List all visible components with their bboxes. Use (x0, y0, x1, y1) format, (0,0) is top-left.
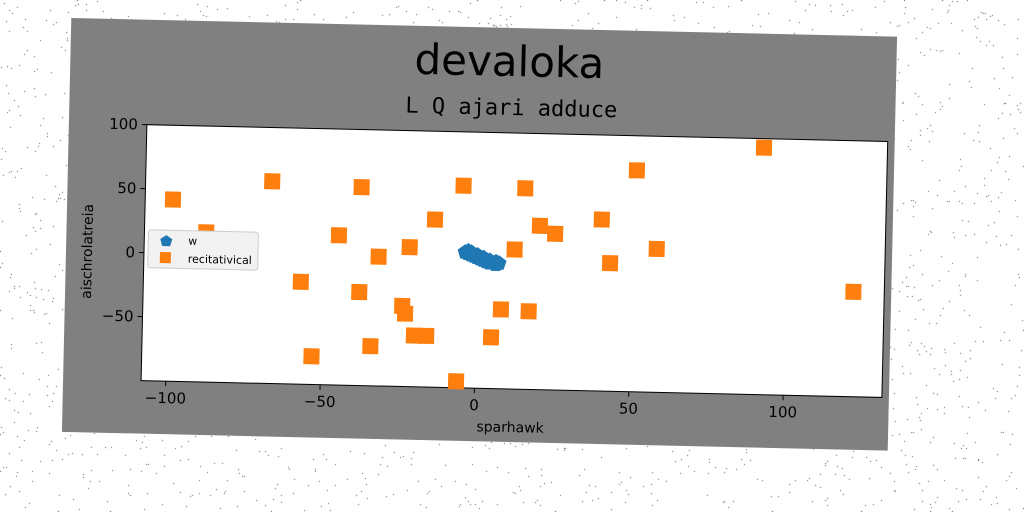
data-point-recitativical (593, 211, 610, 228)
data-point-recitativical (648, 240, 665, 258)
data-point-recitativical (492, 301, 510, 318)
data-point-recitativical (405, 327, 423, 344)
axis-ticks: −100 −50 0 50 100 100 50 0 −50 (102, 115, 798, 422)
data-point-recitativical (303, 348, 320, 365)
data-point-recitativical (370, 248, 387, 265)
legend-marker-recitativical (159, 252, 171, 264)
data-marks (164, 139, 862, 390)
data-point-recitativical (506, 241, 523, 258)
data-point-recitativical (396, 305, 414, 322)
data-point-recitativical (164, 191, 182, 208)
legend-marker-w (160, 235, 173, 247)
legend-box (147, 229, 259, 271)
figure: devaloka L Q ajari adduce −100 −50 0 50 100 1… (61, 17, 898, 451)
data-point-recitativical (601, 255, 619, 272)
data-point-recitativical (520, 303, 537, 320)
data-point-recitativical (517, 180, 534, 197)
data-point-recitativical (330, 227, 348, 244)
data-point-recitativical (351, 283, 368, 301)
data-point-recitativical (426, 211, 444, 228)
x-tick-label: −50 (304, 392, 336, 411)
data-point-recitativical (628, 162, 646, 179)
data-point-recitativical (546, 225, 564, 242)
data-point-recitativical (447, 373, 465, 390)
data-point-recitativical (264, 173, 281, 190)
x-tick-label: −100 (145, 389, 187, 408)
data-point-recitativical (362, 337, 379, 355)
data-point-recitativical (845, 283, 862, 300)
y-tick-label: 100 (109, 115, 138, 134)
x-tick-label: 100 (768, 403, 797, 422)
legend-label-w: w (188, 235, 197, 248)
x-axis-label: sparhawk (476, 419, 545, 437)
y-tick-label: 0 (125, 243, 135, 261)
y-axis-label: aischrolatreia (79, 204, 97, 299)
legend: w recitativical (147, 229, 259, 271)
chart-title: devaloka (414, 35, 605, 88)
x-tick-label: 50 (619, 399, 638, 417)
chart-subtitle: L Q ajari adduce (405, 94, 617, 124)
legend-label-recitativical: recitativical (188, 253, 252, 267)
y-tick-label: 50 (117, 179, 136, 197)
data-point-recitativical (755, 139, 773, 156)
data-point-recitativical (292, 273, 310, 290)
data-point-recitativical (353, 178, 370, 196)
data-point-recitativical (418, 327, 435, 345)
data-point-recitativical (482, 329, 500, 346)
data-point-recitativical (531, 217, 549, 234)
data-point-recitativical (401, 238, 418, 256)
data-point-w (491, 255, 507, 270)
data-point-recitativical (455, 177, 472, 194)
y-tick-label: −50 (102, 307, 134, 326)
x-tick-label: 0 (469, 396, 479, 414)
